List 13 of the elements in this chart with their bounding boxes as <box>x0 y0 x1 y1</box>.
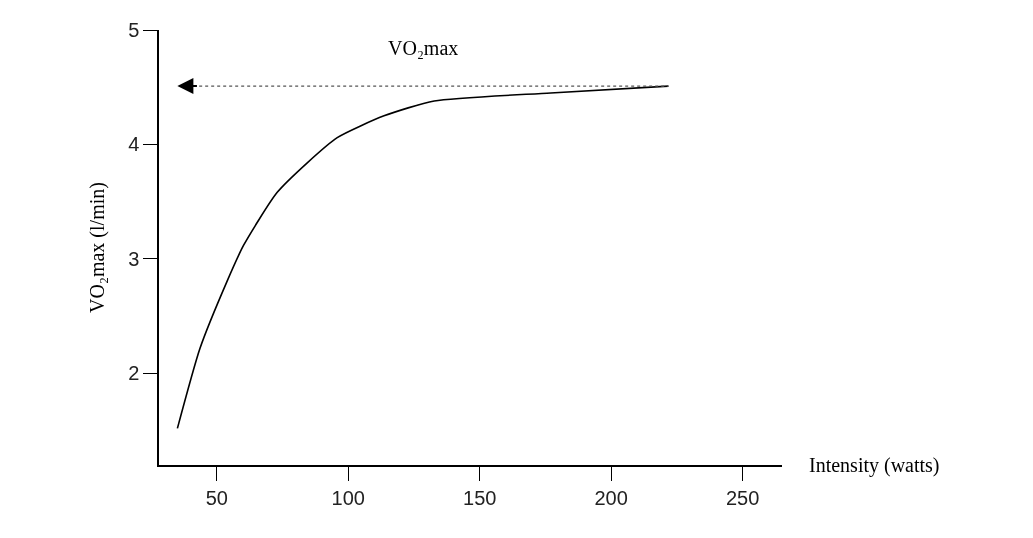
x-tick-label: 200 <box>594 486 628 509</box>
x-tick-label: 250 <box>725 486 760 509</box>
x-tick-label: 150 <box>463 486 497 509</box>
y-tick-label: 5 <box>128 19 140 41</box>
x-axis-title: Intensity (watts) <box>809 454 940 477</box>
y-tick-label: 2 <box>128 362 140 385</box>
y-tick-label: 4 <box>128 133 140 156</box>
y-axis-title: VO₂max (l/min) <box>86 182 110 313</box>
ref-line-label: VO₂max <box>388 37 459 59</box>
line-series <box>176 85 670 430</box>
y-tick-label: 3 <box>128 247 140 270</box>
x-tick-label: 50 <box>205 486 228 509</box>
x-tick-label: 100 <box>331 486 365 509</box>
